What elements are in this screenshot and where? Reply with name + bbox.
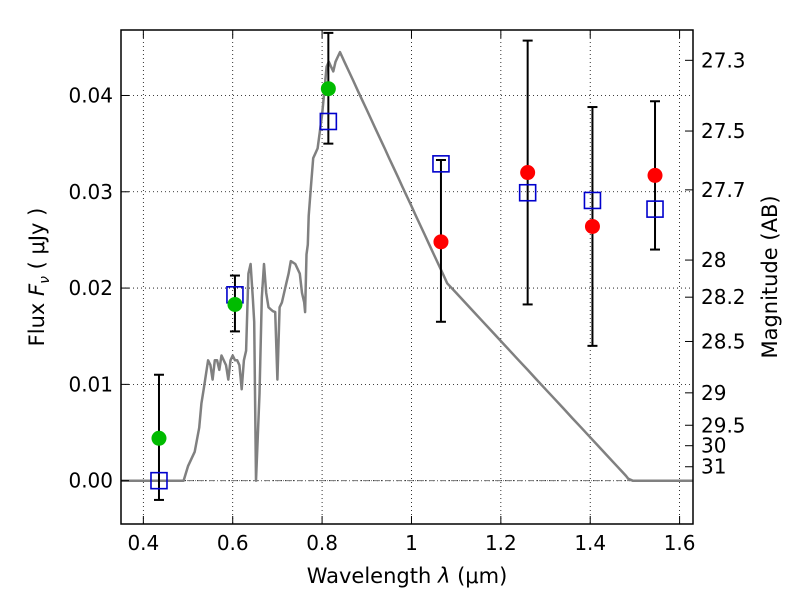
magnitude-tick-label: 27.7 bbox=[701, 178, 746, 202]
observed-point-red bbox=[520, 165, 536, 181]
magnitude-tick-label: 28.2 bbox=[701, 285, 746, 309]
magnitude-tick-label: 28 bbox=[701, 248, 726, 272]
observed-point-red bbox=[584, 218, 600, 234]
observed-point-green bbox=[320, 81, 336, 97]
x-tick-label: 1.2 bbox=[485, 531, 517, 555]
y-tick-label: 0.03 bbox=[68, 180, 113, 204]
model-photometry-markers bbox=[150, 112, 664, 490]
plot-background bbox=[121, 30, 693, 524]
magnitude-tick-label: 29.5 bbox=[701, 413, 746, 437]
observed-point-green bbox=[151, 430, 167, 446]
model-photometry-square bbox=[319, 112, 338, 131]
y-axis-title: Flux Fν ( μJy ) bbox=[25, 208, 53, 347]
observed-point-red bbox=[433, 234, 449, 250]
axis-ticks bbox=[121, 30, 693, 524]
y-tick-label: 0.02 bbox=[68, 276, 113, 300]
x-tick-label: 1.4 bbox=[574, 531, 606, 555]
model-photometry-square bbox=[646, 200, 664, 218]
y-tick-label: 0.04 bbox=[68, 83, 113, 107]
observed-point-green bbox=[227, 296, 243, 312]
magnitude-tick-label: 28.5 bbox=[701, 329, 746, 353]
x-tick-labels: 0.4 0.6 0.8 1 1.2 1.4 1.6 bbox=[127, 531, 695, 555]
model-photometry-square bbox=[518, 183, 537, 202]
magnitude-axis-title: Magnitude (AB) bbox=[758, 195, 782, 358]
observed-point-red bbox=[647, 167, 663, 183]
x-tick-label: 1.6 bbox=[664, 531, 696, 555]
x-tick-label: 0.8 bbox=[306, 531, 338, 555]
model-photometry-square bbox=[150, 471, 168, 490]
magnitude-tick-label: 29 bbox=[701, 381, 726, 405]
x-tick-label: 0.6 bbox=[217, 531, 249, 555]
magnitude-tick-label: 30 bbox=[701, 434, 726, 458]
model-photometry-square bbox=[583, 191, 602, 210]
y-tick-labels: 0.00 0.01 0.02 0.03 0.04 bbox=[68, 83, 113, 492]
x-tick-label: 1 bbox=[405, 531, 418, 555]
y-tick-label: 0.01 bbox=[68, 372, 113, 396]
magnitude-tick-label: 27.3 bbox=[701, 48, 746, 72]
model-photometry-square bbox=[432, 155, 450, 173]
x-axis-title: Wavelength λ (μm) bbox=[307, 564, 508, 588]
observed-photometry-markers bbox=[151, 81, 663, 446]
magnitude-tick-label: 27.5 bbox=[701, 119, 746, 143]
y-tick-label: 0.00 bbox=[68, 469, 113, 493]
x-tick-label: 0.4 bbox=[127, 531, 159, 555]
plot-frame bbox=[120, 29, 694, 525]
magnitude-tick-label: 31 bbox=[701, 455, 726, 479]
